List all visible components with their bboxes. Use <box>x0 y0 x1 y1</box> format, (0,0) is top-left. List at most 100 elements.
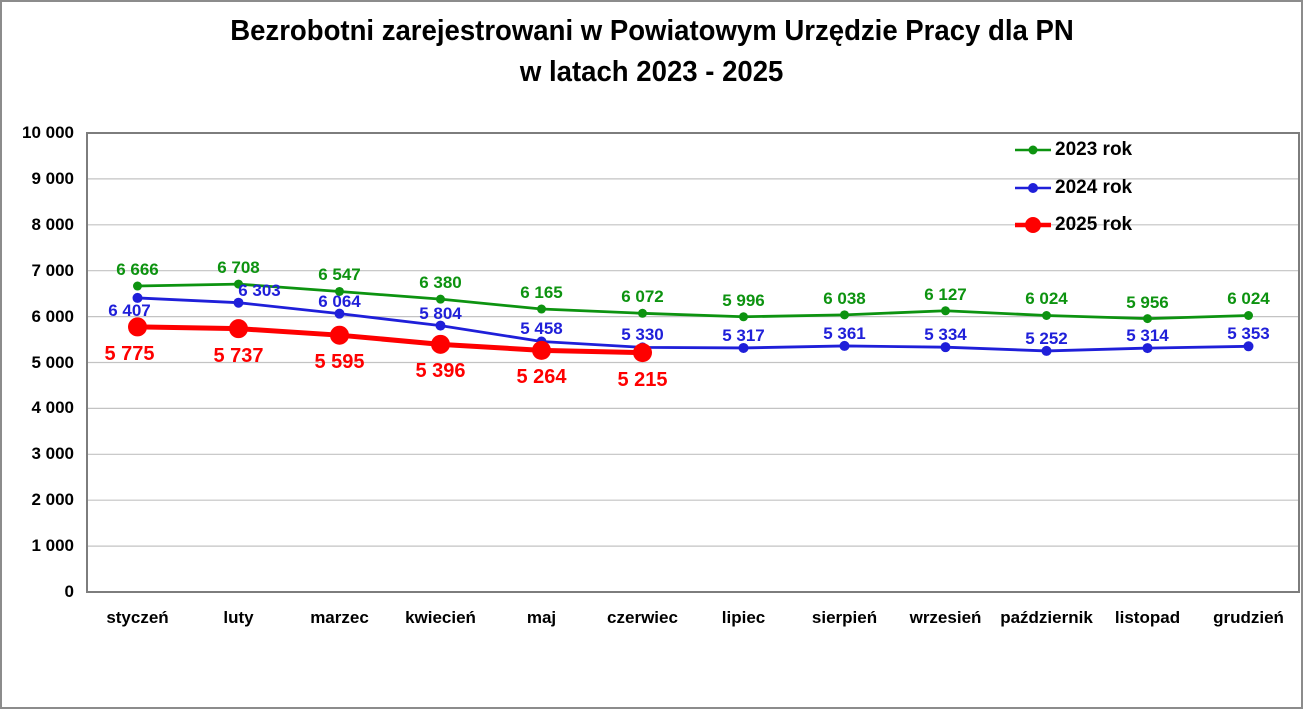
x-tick-label: grudzień <box>1213 608 1284 627</box>
y-tick-label: 10 000 <box>22 123 74 142</box>
legend-dot <box>1028 145 1038 155</box>
data-label: 5 353 <box>1227 324 1270 344</box>
series-line-2024-rok <box>137 296 1249 353</box>
data-point-marker <box>941 306 950 316</box>
legend-marker <box>1015 182 1051 193</box>
series-line-2025-rok <box>137 324 643 356</box>
x-tick-label: kwiecień <box>405 608 476 627</box>
data-label: 5 396 <box>415 360 466 383</box>
data-label: 6 380 <box>419 273 462 293</box>
data-label: 5 361 <box>823 323 866 343</box>
data-point-marker <box>1142 343 1153 354</box>
data-label: 6 127 <box>924 284 967 304</box>
legend-label: 2024 rok <box>1055 176 1133 198</box>
data-label: 5 458 <box>520 319 563 339</box>
data-point-marker <box>330 325 349 345</box>
data-label: 5 595 <box>314 351 365 374</box>
data-point-marker <box>436 294 445 304</box>
x-tick-label: styczeń <box>106 608 169 627</box>
chart-title-line2: w latach 2023 - 2025 <box>519 56 784 88</box>
data-point-marker <box>335 286 344 296</box>
data-point-marker <box>1041 345 1052 356</box>
x-tick-label: wrzesień <box>909 608 982 627</box>
data-point-marker <box>128 317 147 337</box>
data-point-marker <box>739 312 748 322</box>
data-point-marker <box>1244 310 1253 320</box>
data-label: 6 024 <box>1227 289 1270 309</box>
y-tick-label: 2 000 <box>31 490 74 510</box>
data-point-marker <box>532 340 551 360</box>
data-label: 5 804 <box>419 303 462 323</box>
legend-item-2025-rok: 2025 rok <box>1015 212 1132 238</box>
data-label: 6 547 <box>318 265 361 285</box>
y-tick-label: 3 000 <box>31 444 74 464</box>
chart-title-line1: Bezrobotni zarejestrowani w Powiatowym U… <box>229 15 1074 47</box>
data-label: 5 314 <box>1126 326 1169 346</box>
data-label: 6 666 <box>116 260 159 280</box>
data-point-marker <box>633 343 652 363</box>
data-label: 6 303 <box>238 280 281 300</box>
y-tick-label: 6 000 <box>31 306 74 326</box>
data-label: 5 996 <box>722 290 765 310</box>
x-tick-label: lipiec <box>721 608 766 627</box>
x-tick-label: czerwiec <box>607 608 678 627</box>
y-tick-label: 0 <box>64 582 74 601</box>
data-point-marker <box>839 340 850 351</box>
x-tick-label: maj <box>526 608 557 627</box>
y-tick-label: 7 000 <box>31 260 74 280</box>
data-label: 6 024 <box>1025 289 1068 309</box>
legend-item-2023-rok: 2023 rok <box>1015 137 1132 163</box>
data-label: 6 038 <box>823 288 866 308</box>
data-label: 5 264 <box>516 366 567 389</box>
data-label: 5 317 <box>722 325 765 345</box>
data-label: 5 215 <box>617 368 668 391</box>
data-label: 6 064 <box>318 291 361 311</box>
data-point-marker <box>1042 310 1051 320</box>
x-tick-label: sierpień <box>811 608 878 627</box>
legend-label: 2025 rok <box>1055 214 1133 235</box>
data-point-marker <box>840 310 849 320</box>
legend-label: 2023 rok <box>1055 139 1133 160</box>
y-tick-label: 4 000 <box>31 398 74 418</box>
chart-title: Bezrobotni zarejestrowani w Powiatowym U… <box>2 11 1301 93</box>
y-tick-label: 8 000 <box>31 214 74 234</box>
data-label: 6 407 <box>108 300 151 320</box>
x-tick-label: październik <box>1000 608 1093 627</box>
data-label: 5 956 <box>1126 292 1169 312</box>
x-tick-label: marzec <box>310 608 369 627</box>
data-point-marker <box>334 308 345 319</box>
data-point-marker <box>132 292 143 303</box>
data-point-marker <box>940 342 951 353</box>
x-tick-label: listopad <box>1114 608 1181 627</box>
plot-border <box>86 132 1300 593</box>
data-label: 6 708 <box>217 258 260 278</box>
data-point-marker <box>1243 341 1254 352</box>
data-label: 5 737 <box>213 344 264 367</box>
data-label: 5 330 <box>621 325 664 345</box>
data-point-marker <box>638 308 647 318</box>
legend-dot <box>1028 182 1038 193</box>
data-point-marker <box>738 342 749 353</box>
legend-marker <box>1015 145 1051 155</box>
y-tick-label: 9 000 <box>31 168 74 188</box>
data-point-marker <box>435 320 446 331</box>
data-label: 5 252 <box>1025 328 1068 348</box>
series-line-2023-rok <box>137 282 1249 321</box>
y-tick-label: 1 000 <box>31 536 74 556</box>
data-point-marker <box>537 304 546 314</box>
x-tick-label: luty <box>223 608 254 627</box>
legend-item-2024-rok: 2024 rok <box>1015 175 1132 201</box>
data-label: 5 334 <box>924 325 967 345</box>
y-tick-label: 5 000 <box>31 352 74 372</box>
legend-marker <box>1015 217 1051 233</box>
data-label: 5 775 <box>104 342 155 365</box>
data-point-marker <box>234 279 243 289</box>
data-label: 6 072 <box>621 287 664 307</box>
data-point-marker <box>133 281 142 291</box>
data-label: 6 165 <box>520 283 563 303</box>
data-point-marker <box>233 297 244 308</box>
data-point-marker <box>229 319 248 339</box>
legend-dot <box>1025 217 1041 233</box>
